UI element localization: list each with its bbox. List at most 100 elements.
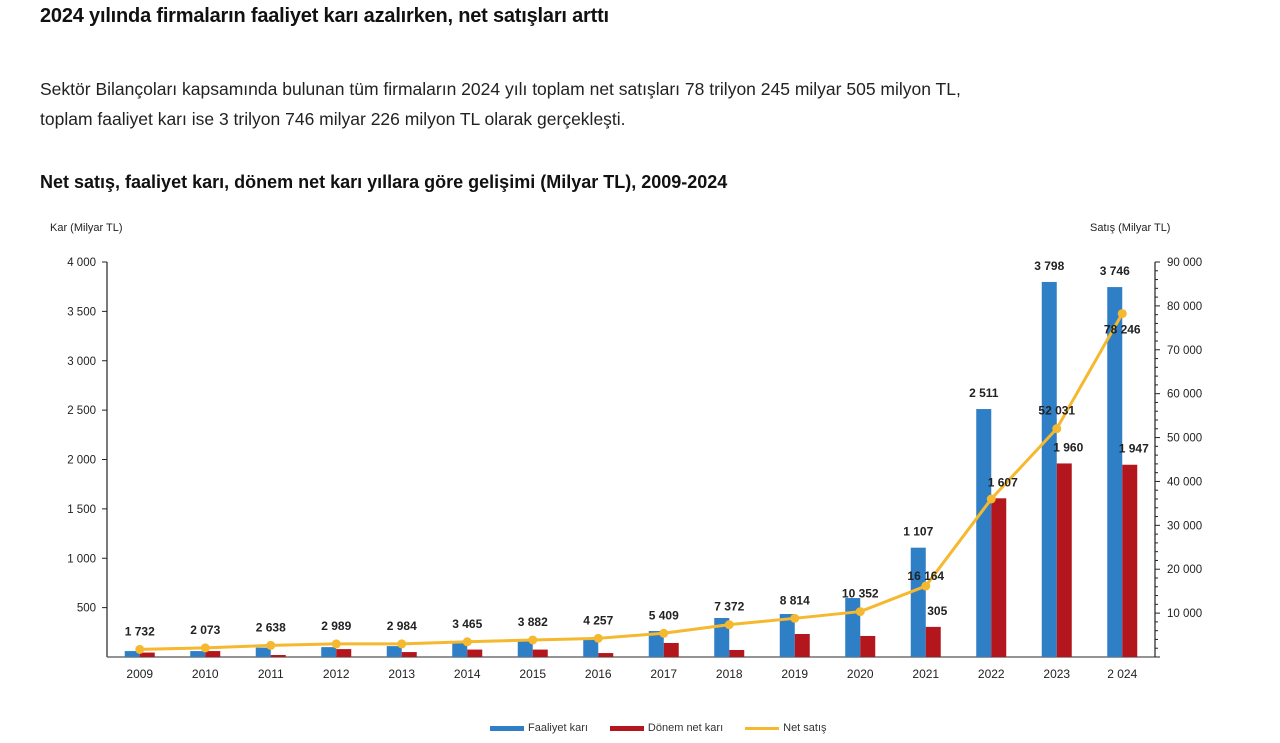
bar-donem-net-kari — [991, 498, 1007, 657]
x-tick-label: 2023 — [1043, 667, 1070, 681]
summary-line-1: Sektör Bilançoları kapsamında bulunan tü… — [40, 79, 961, 99]
legend-swatch-blue — [490, 725, 524, 731]
bar-faaliyet-kari — [910, 547, 926, 657]
legend: Faaliyet karı Dönem net karı Net satış — [490, 722, 827, 734]
data-labels: 1 732 2 073 2 638 2 989 2 984 3 465 3 882 4 257… — [125, 259, 1149, 638]
bar-faaliyet-kari — [1041, 281, 1057, 657]
x-tick-label: 2010 — [192, 667, 219, 681]
net-satis-marker — [659, 628, 669, 638]
left-axis-title: Kar (Milyar TL) — [50, 222, 123, 234]
bar-faaliyet-kari — [321, 647, 337, 657]
x-tick-label: 2011 — [258, 667, 284, 681]
axes: 4 000 3 500 3 000 2 500 2 000 1 500 1 000 500 90… — [67, 257, 1202, 658]
net-satis-marker — [1052, 424, 1062, 434]
net-satis-marker — [921, 581, 931, 591]
left-tick-label: 4 000 — [67, 257, 96, 269]
net-satis-label: 3 882 — [518, 615, 548, 629]
left-tick-label: 1 000 — [67, 553, 96, 565]
net-satis-label: 7 372 — [714, 600, 744, 614]
x-tick-label: 2012 — [323, 667, 350, 681]
bar-faaliyet-kari — [976, 409, 992, 657]
bar-donem-net-kari — [663, 642, 679, 657]
net-satis-marker — [855, 607, 865, 617]
x-tick-label: 2014 — [454, 667, 481, 681]
right-tick-label: 30 000 — [1167, 520, 1202, 532]
bar-faaliyet-kari — [452, 642, 468, 657]
net-satis-marker — [397, 639, 407, 649]
net-satis-label: 16 164 — [907, 569, 944, 583]
left-tick-label: 3 500 — [67, 306, 96, 318]
x-tick-label: 2021 — [912, 667, 939, 681]
net-satis-label: 3 465 — [452, 617, 482, 631]
net-satis-label: 52 031 — [1038, 404, 1075, 418]
right-tick-label: 50 000 — [1167, 433, 1202, 445]
net-satis-label: 2 073 — [190, 623, 220, 637]
bar-faaliyet-kari — [845, 598, 861, 657]
net-satis-label: 78 246 — [1104, 323, 1141, 337]
summary-paragraph: Sektör Bilançoları kapsamında bulunan tü… — [40, 74, 1260, 134]
bar-donem-net-kari — [1056, 463, 1072, 657]
bar-donem-net-kari — [860, 635, 876, 657]
bar-faaliyet-kari — [583, 639, 599, 657]
left-tick-label: 1 500 — [67, 504, 96, 516]
right-tick-label: 20 000 — [1167, 564, 1202, 576]
net-satis-label: 10 352 — [842, 587, 879, 601]
bar-donem-net-kari — [598, 653, 614, 657]
donem-net-kari-label: 1 960 — [1053, 440, 1083, 454]
legend-item-faaliyet-kari: Faaliyet karı — [490, 722, 588, 734]
x-tick-label: 2018 — [716, 667, 743, 681]
bar-donem-net-kari — [270, 655, 286, 657]
bar-faaliyet-kari — [190, 651, 206, 657]
x-tick-label: 2016 — [585, 667, 612, 681]
net-satis-marker — [266, 640, 276, 650]
legend-item-donem-net-kari: Dönem net karı — [609, 722, 724, 734]
net-satis-label: 8 814 — [780, 593, 810, 607]
net-satis-marker — [986, 494, 996, 504]
net-satis-marker — [1117, 309, 1127, 319]
x-tick-label: 2020 — [847, 667, 874, 681]
right-tick-label: 10 000 — [1167, 608, 1202, 620]
legend-item-net-satis: Net satış — [745, 722, 827, 734]
bar-donem-net-kari — [205, 651, 221, 657]
bar-donem-net-kari — [532, 649, 548, 657]
bar-faaliyet-kari — [124, 651, 140, 657]
net-satis-marker — [724, 620, 734, 630]
faaliyet-kari-label: 3 798 — [1034, 259, 1064, 273]
faaliyet-kari-label: 2 511 — [969, 386, 999, 400]
x-tick-label: 2017 — [650, 667, 677, 681]
right-tick-label: 80 000 — [1167, 301, 1202, 313]
right-tick-label: 90 000 — [1167, 257, 1202, 269]
net-satis-marker — [331, 639, 341, 649]
x-tick-label: 2022 — [978, 667, 1005, 681]
net-satis-line — [135, 309, 1127, 654]
net-satis-label: 2 989 — [321, 619, 351, 633]
bars: 2009 2010 2011 2012 2013 2014 2015 2016 2017 2018… — [124, 281, 1138, 681]
left-tick-label: 2 000 — [67, 455, 96, 467]
net-satis-marker — [462, 637, 472, 647]
bar-donem-net-kari — [467, 649, 483, 657]
donem-net-kari-label: 305 — [927, 604, 947, 618]
faaliyet-kari-label: 1 107 — [903, 525, 933, 539]
net-satis-label: 1 732 — [125, 624, 155, 638]
right-tick-label: 40 000 — [1167, 476, 1202, 488]
net-satis-marker — [135, 644, 145, 654]
x-tick-label: 2019 — [781, 667, 808, 681]
bar-donem-net-kari — [336, 649, 352, 657]
bar-donem-net-kari — [401, 652, 417, 657]
bar-faaliyet-kari — [386, 646, 402, 657]
right-axis-title: Satış (Milyar TL) — [1090, 222, 1170, 234]
legend-label: Dönem net karı — [647, 722, 724, 734]
net-satis-marker — [200, 643, 210, 653]
bar-faaliyet-kari — [255, 647, 271, 657]
bar-faaliyet-kari — [648, 631, 664, 657]
bar-donem-net-kari — [1122, 464, 1138, 657]
x-tick-label: 2013 — [388, 667, 415, 681]
bar-faaliyet-kari — [714, 617, 730, 657]
bar-donem-net-kari — [729, 649, 745, 657]
bar-donem-net-kari — [925, 626, 941, 657]
legend-label: Faaliyet karı — [528, 722, 588, 734]
net-satis-marker — [528, 635, 538, 645]
left-tick-label: 500 — [77, 603, 96, 615]
net-satis-label: 5 409 — [649, 608, 679, 622]
headline: 2024 yılında firmaların faaliyet karı az… — [40, 5, 609, 27]
